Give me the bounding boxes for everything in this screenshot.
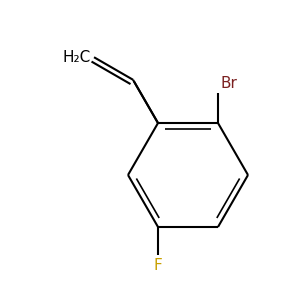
Text: H₂C: H₂C (63, 50, 91, 65)
Text: Br: Br (220, 76, 237, 91)
Text: F: F (154, 258, 162, 273)
